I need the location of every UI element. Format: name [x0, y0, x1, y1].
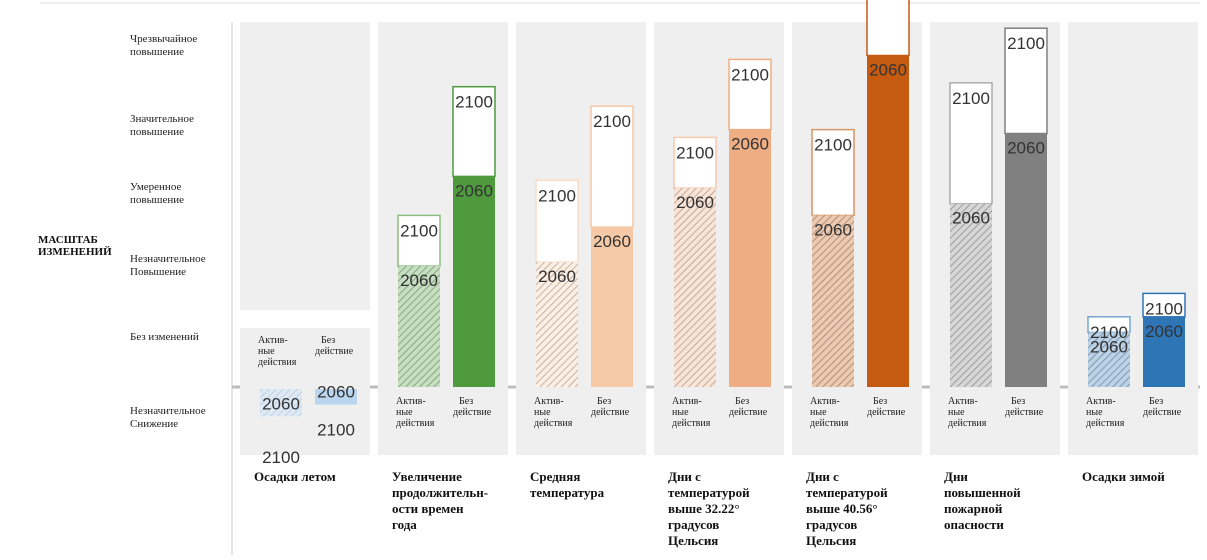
scenario-label-active: Актив-ные действия — [672, 396, 711, 429]
scale-label-2: Незначительное Повышение — [130, 253, 206, 278]
category-panel — [1068, 22, 1198, 455]
bar-2060 — [867, 55, 909, 387]
bar-2060-hatch — [1088, 332, 1130, 387]
label-2100: 2100 — [538, 186, 576, 205]
text-labels: МАСШТАБ ИЗМЕНЕНИЙ2060210020602100Актив-ны… — [38, 34, 1183, 548]
label-2100: 2100 — [455, 93, 493, 112]
bar-2100 — [397, 214, 441, 267]
scale-label-3: Умеренное повышение — [130, 181, 184, 206]
label-2060: 2060 — [869, 61, 907, 80]
bar-2100 — [535, 179, 579, 263]
category-label: Осадки летом — [254, 469, 336, 484]
scenario-label-active: Актив-ные действия — [396, 396, 435, 429]
label-2100: 2100 — [400, 221, 438, 240]
scenario-label-none: Без действие — [315, 335, 354, 357]
scenario-label-active: Актив-ные действия — [1086, 396, 1125, 429]
label-2060: 2060 — [814, 220, 852, 239]
category-label: Средняя температура — [530, 469, 605, 500]
label-2100: 2100 — [317, 421, 355, 440]
bar-2060 — [729, 129, 771, 387]
label-2100: 2100 — [262, 448, 300, 467]
label-2100: 2100 — [593, 112, 631, 131]
label-2060: 2060 — [317, 383, 355, 402]
category-label: Дни с температурой выше 40.56° градусов Цель… — [806, 469, 888, 548]
category-label: Дни повышенной пожарной опасности — [944, 469, 1021, 532]
bar-2060-hatch — [398, 266, 440, 387]
bar-2060 — [315, 389, 357, 405]
bar-2100 — [452, 85, 496, 178]
bar-2100 — [590, 105, 634, 228]
label-2060: 2060 — [952, 209, 990, 228]
bar-2060 — [453, 176, 495, 387]
bar-2060 — [591, 227, 633, 387]
scale-labels: Чрезвычайное повышение Значительное повышен… — [130, 33, 206, 430]
label-2060: 2060 — [455, 181, 493, 200]
scenario-label-active: Актив-ные действия — [810, 396, 849, 429]
bar-2100 — [949, 82, 993, 205]
label-2100: 2100 — [1090, 323, 1128, 342]
bar-2060 — [1005, 133, 1047, 387]
scale-label-4: Значительное повышение — [130, 113, 194, 138]
label-2100: 2100 — [1007, 34, 1045, 53]
bar-2060-hatch — [260, 389, 302, 417]
scale-label-1: Без изменений — [130, 331, 199, 343]
label-2060: 2060 — [538, 267, 576, 286]
label-2060: 2060 — [1007, 139, 1045, 158]
label-2060: 2060 — [400, 271, 438, 290]
category-label: Дни с температурой выше 32.22° градусов Цель… — [668, 469, 750, 548]
label-2060: 2060 — [731, 135, 769, 154]
bar-2060 — [1143, 316, 1185, 387]
label-2100: 2100 — [952, 89, 990, 108]
label-2060: 2060 — [1090, 337, 1128, 356]
bar-2060-hatch — [536, 262, 578, 387]
panel-gap — [240, 310, 370, 328]
bar-2100 — [673, 136, 717, 189]
label-2060: 2060 — [1145, 322, 1183, 341]
category-panel — [240, 22, 370, 455]
scenario-label-active: Актив-ные действия — [534, 396, 573, 429]
scenario-label-none: Без действие — [1005, 396, 1044, 418]
label-2100: 2100 — [731, 65, 769, 84]
label-2060: 2060 — [262, 394, 300, 413]
bar-2100 — [811, 128, 855, 217]
axis-title: МАСШТАБ ИЗМЕНЕНИЙ — [38, 234, 112, 258]
label-2100: 2100 — [676, 143, 714, 162]
scale-label-0: Незначительное Снижение — [130, 405, 206, 430]
scenario-label-none: Без действие — [867, 396, 906, 418]
scenario-label-active: Актив-ные действия — [948, 396, 987, 429]
scenario-label-none: Без действие — [1143, 396, 1182, 418]
bar-2060-hatch — [674, 188, 716, 387]
bar-2100 — [866, 0, 910, 57]
bar-2100 — [1004, 27, 1048, 135]
category-label: Осадки зимой — [1082, 469, 1165, 484]
category-label: Увеличение продолжительн-ости времен года — [392, 469, 488, 532]
scale-label-5: Чрезвычайное повышение — [130, 33, 197, 58]
scenario-label-none: Без действие — [729, 396, 768, 418]
scenario-label-active: Актив-ные действия — [258, 335, 297, 368]
label-2060: 2060 — [676, 193, 714, 212]
bar-2100 — [728, 58, 772, 131]
scenario-label-none: Без действие — [591, 396, 630, 418]
bar-2060-hatch — [812, 215, 854, 387]
bar-2060-hatch — [950, 203, 992, 387]
label-2060: 2060 — [593, 232, 631, 251]
label-2100: 2100 — [814, 136, 852, 155]
label-2100: 2100 — [1145, 299, 1183, 318]
bars — [260, 0, 1186, 417]
scenario-label-none: Без действие — [453, 396, 492, 418]
